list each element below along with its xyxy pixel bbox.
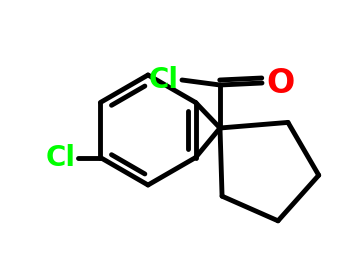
Text: O: O	[266, 67, 294, 100]
Text: Cl: Cl	[45, 144, 76, 172]
Text: Cl: Cl	[149, 66, 179, 94]
